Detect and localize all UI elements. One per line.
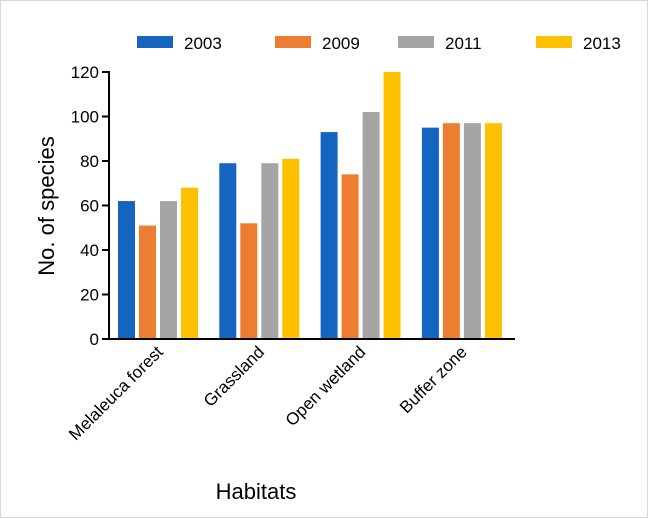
legend-swatch-2009 [275, 36, 311, 48]
bar-2003-1 [219, 163, 237, 339]
y-tick-label: 20 [80, 286, 99, 305]
y-tick-label: 120 [71, 63, 99, 82]
x-tick-label: Buffer zone [396, 342, 471, 417]
legend-label: 2009 [322, 34, 360, 53]
x-tick-label: Grassland [200, 342, 268, 410]
legend-swatch-2003 [137, 36, 173, 48]
bar-2011-3 [463, 123, 481, 339]
y-tick-label: 60 [80, 197, 99, 216]
bar-2009-1 [240, 223, 258, 339]
bar-2013-3 [484, 123, 502, 339]
bar-2009-0 [139, 225, 156, 339]
legend-label: 2003 [184, 34, 222, 53]
bar-2009-3 [442, 123, 460, 339]
bar-2003-2 [320, 132, 338, 339]
y-axis: 0 20 40 60 80 100 120 [71, 63, 110, 349]
y-tick-label: 80 [80, 152, 99, 171]
bar-2013-0 [181, 187, 198, 339]
x-axis: Melaleuca forest Grassland Open wetland Buf… [65, 338, 515, 444]
x-axis-title: Habitats [216, 479, 297, 504]
bar-2003-3 [421, 127, 439, 339]
y-axis-title: No. of species [34, 136, 59, 275]
bar-2011-2 [362, 112, 380, 339]
legend-swatch-2013 [536, 36, 572, 48]
bar-2011-0 [160, 201, 177, 339]
x-tick-label: Open wetland [282, 342, 370, 430]
legend-swatch-2011 [398, 36, 434, 48]
y-tick-label: 100 [71, 108, 99, 127]
bar-2013-1 [282, 158, 300, 339]
legend-label: 2011 [445, 34, 482, 53]
bar-2009-2 [341, 174, 359, 339]
y-tick-label: 40 [80, 241, 99, 260]
x-tick-label: Melaleuca forest [65, 342, 167, 444]
bars [118, 72, 502, 339]
legend: 2003 2009 2011 2013 [137, 34, 621, 53]
bar-2011-1 [261, 163, 279, 339]
y-tick-label: 0 [90, 330, 99, 349]
bar-2003-0 [118, 201, 135, 339]
legend-label: 2013 [583, 34, 621, 53]
bar-2013-2 [383, 72, 401, 339]
